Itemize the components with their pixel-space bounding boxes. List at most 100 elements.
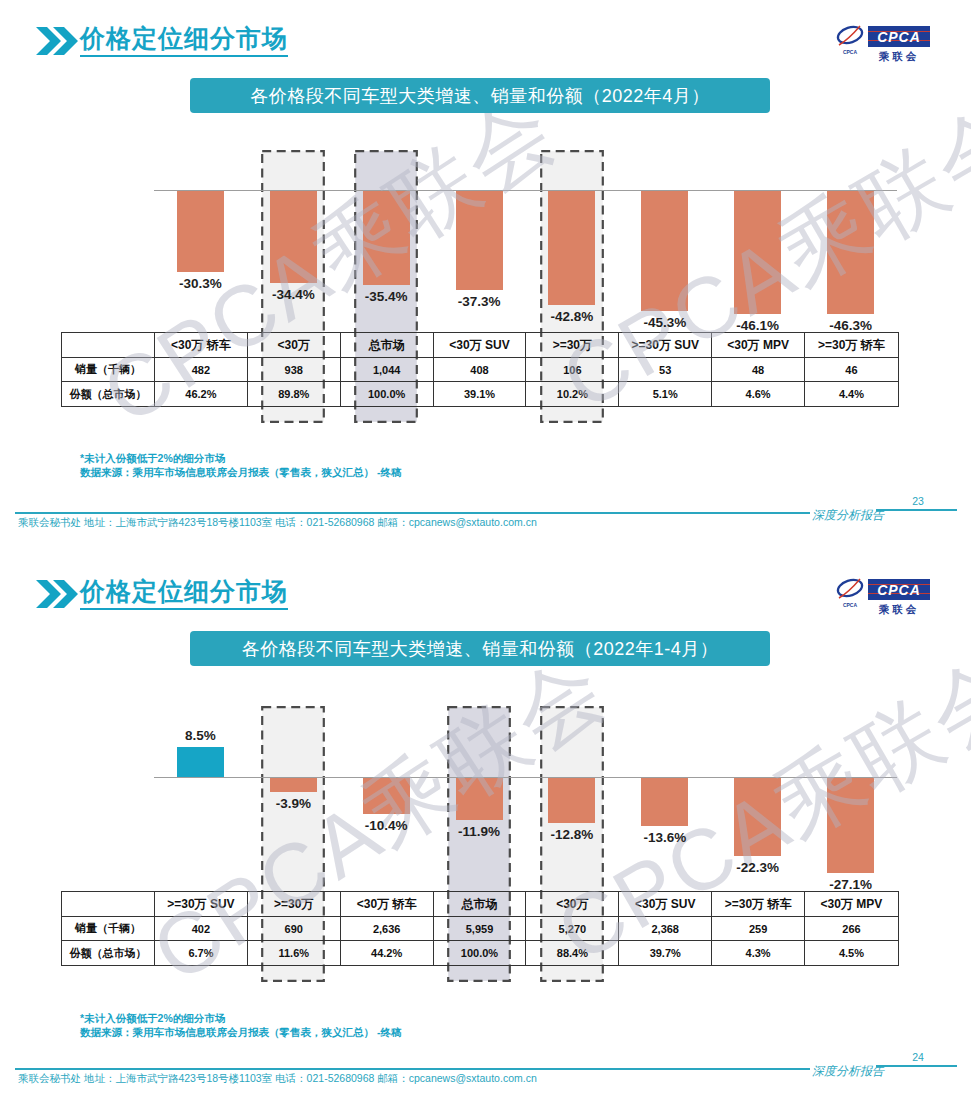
table-value-cell: 5.1% [619,382,712,406]
cpca-logo: CPCACPCA乘联会 [835,24,931,62]
cpca-swirl-icon [835,24,865,48]
table-value-cell: 53 [619,358,712,382]
bar-总市场 [363,191,410,285]
table-header-cell: >=30万 轿车 [805,333,898,358]
table-value-cell: 938 [248,358,341,382]
cpca-wordmark: CPCA [868,26,930,47]
banner-title: 各价格段不同车型大类增速、销量和份额（2022年1-4月） [190,631,770,666]
section-title: 价格定位细分市场 [80,24,288,57]
table-value-cell: 5,270 [526,917,619,941]
footnote: 数据来源：乘用车市场信息联席会月报表（零售表，狭义汇总） -终稿 [80,466,401,480]
bar->=30万 [270,778,317,792]
banner-title: 各价格段不同车型大类增速、销量和份额（2022年4月） [190,78,770,113]
table-value-cell: 48 [712,358,805,382]
chart-baseline [154,777,897,778]
double-chevron-icon [36,580,78,608]
table-header-cell: >=30万 [248,892,341,917]
table-header-cell: <30万 MPV [805,892,898,917]
table-row-label: 销量（千辆） [62,358,155,382]
table-value-cell: 4.6% [712,382,805,406]
bar-value-label: -35.4% [340,289,433,304]
cpca-swirl-caption: CPCA [835,602,865,608]
table-value-cell: 88.4% [526,941,619,965]
bar-value-label: 8.5% [154,728,247,743]
table-value-cell: 39.1% [434,382,527,406]
table-value-cell: 39.7% [619,941,712,965]
bar-<30万 轿车 [177,191,224,272]
bar-value-label: -22.3% [711,860,804,875]
table-value-cell: 6.7% [155,941,248,965]
bar->=30万 SUV [177,747,224,777]
table-value-cell: 89.8% [248,382,341,406]
bar-value-label: -12.8% [526,827,619,842]
page-number: 23 [898,495,938,507]
bar-value-label: -34.4% [247,287,340,302]
table-value-cell: 690 [248,917,341,941]
table-corner-cell [62,333,155,358]
table-value-cell: 259 [712,917,805,941]
table-value-cell: 46 [805,358,898,382]
cpca-swirl-icon [835,577,865,601]
bar-value-label: -45.3% [618,315,711,330]
slide-2: 价格定位细分市场CPCACPCA乘联会各价格段不同车型大类增速、销量和份额（20… [0,0,971,1105]
double-chevron-icon [36,27,78,55]
table-value-cell: 4.3% [712,941,805,965]
table-header-cell: >=30万 SUV [619,333,712,358]
footnote: 数据来源：乘用车市场信息联席会月报表（零售表，狭义汇总） -终稿 [80,1026,401,1040]
table-row-label: 份额（总市场） [62,382,155,406]
bar-<30万 MPV [734,191,781,314]
footer-rule-left [15,512,810,514]
bar->=30万 SUV [641,191,688,311]
table-value-cell: 266 [805,917,898,941]
table-value-cell: 402 [155,917,248,941]
cpca-wordmark: CPCA [868,579,930,600]
table-row-label: 销量（千辆） [62,917,155,941]
footer-contact: 乘联会秘书处 地址：上海市武宁路423号18号楼1103室 电话：021-526… [18,1072,537,1086]
table-header-cell: <30万 轿车 [155,333,248,358]
footer-report-name: 深度分析报告 [812,507,884,524]
footer-rule-right [876,1065,957,1067]
table-header-cell: >=30万 [526,333,619,358]
chart-baseline [154,190,897,191]
table-value-cell: 106 [526,358,619,382]
cpca-swirl-caption: CPCA [835,49,865,55]
bar-value-label: -30.3% [154,276,247,291]
footer-report-name: 深度分析报告 [812,1063,884,1080]
table-value-cell: 46.2% [155,382,248,406]
table-header-cell: <30万 [248,333,341,358]
bar-value-label: -3.9% [247,796,340,811]
bar-value-label: -42.8% [526,309,619,324]
table-value-cell: 4.4% [805,382,898,406]
bar-<30万 MPV [827,778,874,873]
bar-<30万 SUV [641,778,688,826]
data-table: <30万 轿车<30万总市场<30万 SUV>=30万>=30万 SUV<30万… [61,332,899,407]
footer-rule-right [876,509,957,511]
table-value-cell: 4.5% [805,941,898,965]
footnote: *未计入份额低于2%的细分市场 [80,1012,225,1026]
table-value-cell: 2,636 [341,917,434,941]
table-value-cell: 2,368 [619,917,712,941]
table-header-cell: 总市场 [341,333,434,358]
table-value-cell: 482 [155,358,248,382]
bar-value-label: -13.6% [618,830,711,845]
data-table: >=30万 SUV>=30万<30万 轿车总市场<30万<30万 SUV>=30… [61,891,899,966]
cpca-logo: CPCACPCA乘联会 [835,577,931,615]
cpca-wordmark-text: CPCA [877,582,921,598]
table-header-cell: >=30万 SUV [155,892,248,917]
bar-value-label: -37.3% [433,294,526,309]
footer-contact: 乘联会秘书处 地址：上海市武宁路423号18号楼1103室 电话：021-526… [18,516,537,530]
footnote: *未计入份额低于2%的细分市场 [80,452,225,466]
table-corner-cell [62,892,155,917]
table-header-cell: <30万 轿车 [341,892,434,917]
bar->=30万 轿车 [734,778,781,856]
table-header-cell: <30万 SUV [434,333,527,358]
bar-value-label: -10.4% [340,818,433,833]
table-header-cell: >=30万 轿车 [712,892,805,917]
report-page: 价格定位细分市场CPCACPCA乘联会各价格段不同车型大类增速、销量和份额（20… [0,0,971,1105]
bar-value-label: -27.1% [804,877,897,892]
footer-rule-left [15,1068,810,1070]
table-value-cell: 100.0% [341,382,434,406]
page-number: 24 [898,1051,938,1063]
cpca-wordmark-sub: 乘联会 [868,603,930,617]
section-title: 价格定位细分市场 [80,577,288,610]
